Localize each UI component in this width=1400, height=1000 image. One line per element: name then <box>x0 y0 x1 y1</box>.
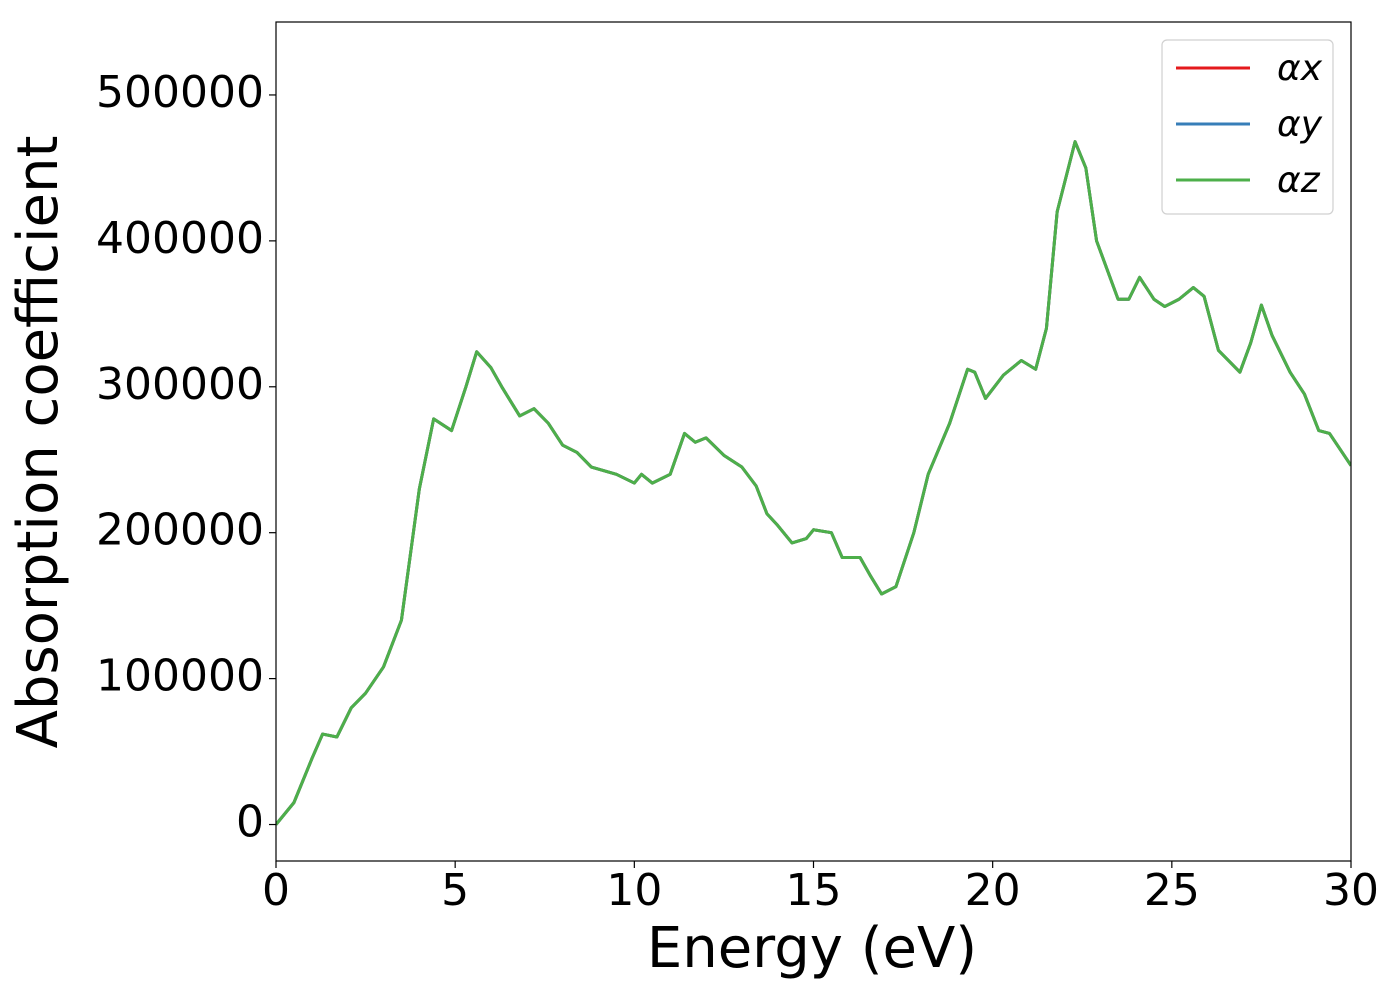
y-tick-label: 500000 <box>96 67 264 118</box>
legend-label: αy <box>1277 104 1323 145</box>
legend-label: αx <box>1277 48 1323 89</box>
plot-frame <box>275 21 1352 862</box>
y-tick-label: 200000 <box>96 505 264 556</box>
x-tick-label: 0 <box>262 865 290 916</box>
x-axis-label: Energy (eV) <box>647 916 977 981</box>
legend-label: αz <box>1277 160 1321 201</box>
y-axis-label: Absorption coefficient <box>6 136 71 749</box>
x-tick-label: 20 <box>965 865 1021 916</box>
y-tick-label: 100000 <box>96 651 264 702</box>
series-line <box>276 140 1351 826</box>
y-tick-label: 300000 <box>96 359 264 410</box>
series-line <box>276 140 1351 826</box>
x-tick-label: 5 <box>441 865 469 916</box>
x-tick-label: 25 <box>1144 865 1200 916</box>
y-tick-label: 0 <box>236 797 264 848</box>
legend-box <box>1161 39 1334 215</box>
x-tick-label: 10 <box>606 865 662 916</box>
x-tick-label: 15 <box>786 865 842 916</box>
x-tick-label: 30 <box>1323 865 1379 916</box>
series-line <box>276 140 1351 826</box>
y-tick-label: 400000 <box>96 213 264 264</box>
